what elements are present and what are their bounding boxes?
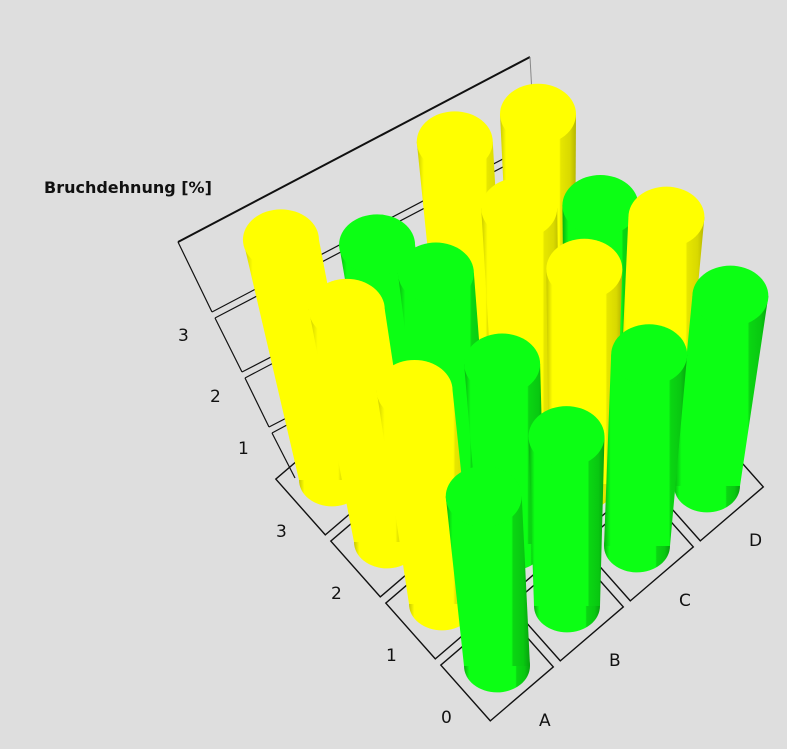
cylinder-top bbox=[611, 324, 688, 386]
z-tick-label: 3 bbox=[178, 326, 189, 346]
z-axis-title: Bruchdehnung [%] bbox=[44, 178, 212, 197]
cylinder-top bbox=[445, 466, 522, 527]
cylinder-D0 bbox=[674, 265, 769, 513]
row-tick-label: 1 bbox=[386, 646, 397, 666]
cylinder-B0 bbox=[528, 406, 605, 633]
cylinder-A0 bbox=[445, 466, 530, 693]
column-tick-label: A bbox=[539, 711, 551, 731]
cylinder-top bbox=[692, 265, 769, 327]
cylinder-top bbox=[528, 406, 605, 467]
column-tick-label: B bbox=[609, 651, 621, 671]
wall-panel-2-side bbox=[244, 377, 270, 428]
row-tick-label: 0 bbox=[441, 708, 452, 728]
cylinder-top bbox=[628, 186, 705, 248]
column-tick-label: D bbox=[749, 531, 762, 551]
row-tick-label: 3 bbox=[276, 522, 287, 542]
wall-panel-3-side bbox=[214, 317, 243, 373]
cylinder-C0 bbox=[604, 324, 688, 573]
cylinder-body bbox=[445, 496, 530, 666]
row-tick-label: 2 bbox=[331, 584, 342, 604]
cylinder-body bbox=[528, 436, 605, 606]
z-tick-label: 2 bbox=[210, 387, 221, 407]
cylinder-top bbox=[481, 177, 558, 239]
z-tick-label: 1 bbox=[238, 439, 249, 459]
cylinder-top bbox=[397, 242, 474, 304]
wall-left-edge bbox=[177, 241, 213, 313]
column-tick-label: C bbox=[679, 591, 691, 611]
cylinder-top bbox=[339, 214, 416, 276]
cylinder-top bbox=[376, 359, 453, 421]
cylinder-top bbox=[562, 174, 639, 236]
cylinder-top bbox=[546, 238, 623, 300]
wall-panel-1-side bbox=[271, 432, 296, 479]
cylinder-top bbox=[242, 209, 319, 271]
cylinder-top bbox=[416, 111, 493, 173]
cylinder-top bbox=[464, 333, 541, 395]
cylinders bbox=[242, 83, 769, 693]
cylinder-body bbox=[674, 296, 769, 486]
cylinder-A1 bbox=[376, 359, 475, 631]
cylinder-top bbox=[499, 83, 576, 145]
cylinder-top bbox=[308, 278, 385, 340]
axis-labels: Bruchdehnung [%] 3 2 1 0 1 2 3 A B C D bbox=[44, 178, 762, 731]
wall-top-edge bbox=[177, 56, 531, 243]
cylinder-body bbox=[376, 390, 475, 604]
cylinder-body bbox=[604, 354, 688, 546]
